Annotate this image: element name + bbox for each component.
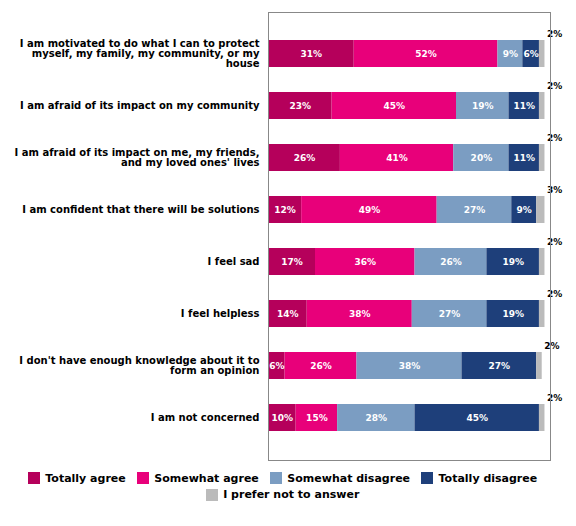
svg-text:I feel sad: I feel sad xyxy=(208,256,260,267)
svg-text:9%: 9% xyxy=(517,205,532,215)
svg-text:2%: 2% xyxy=(547,133,562,143)
svg-text:I am motivated to do what I ca: I am motivated to do what I can to prote… xyxy=(20,38,260,69)
svg-text:2%: 2% xyxy=(547,237,562,247)
svg-text:26%: 26% xyxy=(294,153,316,163)
svg-text:27%: 27% xyxy=(489,361,511,371)
svg-text:2%: 2% xyxy=(547,81,562,91)
svg-text:38%: 38% xyxy=(349,309,371,319)
svg-text:I am afraid of its impact on m: I am afraid of its impact on me, my frie… xyxy=(15,147,260,168)
svg-text:31%: 31% xyxy=(301,49,323,59)
html-text:Totally disagree: Totally disagree xyxy=(438,471,538,485)
svg-text:45%: 45% xyxy=(466,413,488,423)
svg-text:9%: 9% xyxy=(503,49,518,59)
svg-text:2%: 2% xyxy=(547,289,562,299)
svg-text:10%: 10% xyxy=(272,413,294,423)
svg-text:41%: 41% xyxy=(386,153,408,163)
svg-text:3%: 3% xyxy=(547,185,562,195)
svg-text:2%: 2% xyxy=(547,393,562,403)
svg-text:15%: 15% xyxy=(306,413,328,423)
svg-text:45%: 45% xyxy=(384,101,406,111)
html-text:Totally agree: Totally agree xyxy=(45,471,126,485)
svg-text:12%: 12% xyxy=(274,205,296,215)
svg-text:I am confident that there will: I am confident that there will be soluti… xyxy=(22,204,259,215)
svg-text:27%: 27% xyxy=(464,205,486,215)
html-text:I prefer not to answer: I prefer not to answer xyxy=(223,488,360,502)
svg-text:49%: 49% xyxy=(359,205,381,215)
svg-text:I don't have enough knowledge: I don't have enough knowledge about it t… xyxy=(19,355,259,376)
svg-text:52%: 52% xyxy=(415,49,437,59)
svg-text:11%: 11% xyxy=(513,153,535,163)
svg-text:28%: 28% xyxy=(366,413,388,423)
svg-text:26%: 26% xyxy=(440,257,462,267)
svg-text:I feel helpless: I feel helpless xyxy=(181,308,260,319)
html-text:Somewhat agree: Somewhat agree xyxy=(154,471,259,485)
svg-text:19%: 19% xyxy=(502,257,524,267)
svg-text:11%: 11% xyxy=(513,101,535,111)
svg-text:I am afraid of its impact on m: I am afraid of its impact on my communit… xyxy=(20,100,260,111)
svg-text:20%: 20% xyxy=(471,153,493,163)
svg-text:36%: 36% xyxy=(354,257,376,267)
svg-text:6%: 6% xyxy=(269,361,284,371)
svg-text:23%: 23% xyxy=(290,101,312,111)
svg-text:17%: 17% xyxy=(281,257,303,267)
svg-text:6%: 6% xyxy=(524,49,539,59)
svg-text:26%: 26% xyxy=(310,361,332,371)
svg-text:38%: 38% xyxy=(399,361,421,371)
svg-text:2%: 2% xyxy=(544,341,559,351)
svg-text:19%: 19% xyxy=(502,309,524,319)
html-text:Somewhat disagree: Somewhat disagree xyxy=(287,471,411,485)
svg-text:2%: 2% xyxy=(547,29,562,39)
svg-text:I am not concerned: I am not concerned xyxy=(151,412,260,423)
svg-text:27%: 27% xyxy=(439,309,461,319)
svg-text:14%: 14% xyxy=(277,309,299,319)
svg-text:19%: 19% xyxy=(472,101,494,111)
